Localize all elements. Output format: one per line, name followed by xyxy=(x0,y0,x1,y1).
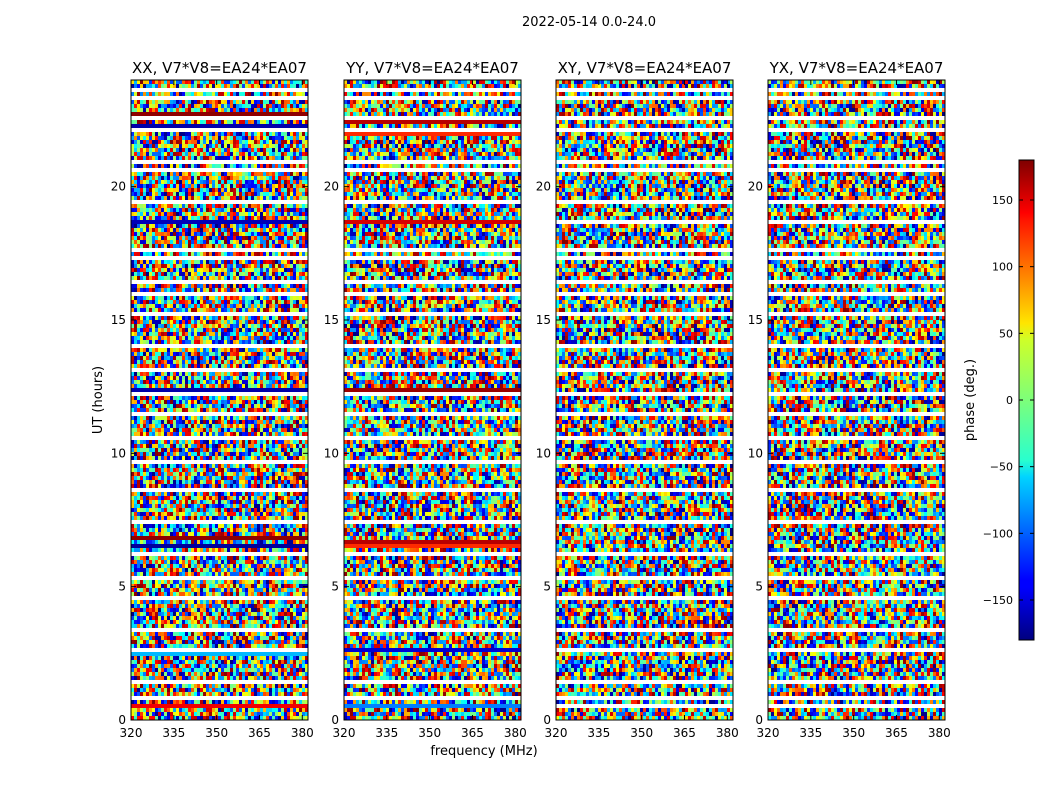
panel-title: XY, V7*V8=EA24*EA07 xyxy=(558,59,732,77)
x-tick-label: 365 xyxy=(673,726,696,740)
y-tick-label: 20 xyxy=(111,180,126,194)
y-tick-label: 15 xyxy=(748,313,763,327)
heatmap-image xyxy=(344,80,521,720)
plot-frame xyxy=(130,79,309,721)
x-tick-label: 320 xyxy=(545,726,568,740)
colorbar: −150 −100 −50 0 50 100 150 phase (deg.) xyxy=(963,159,1035,641)
panel-title: YY, V7*V8=EA24*EA07 xyxy=(345,59,519,77)
x-tick-label: 350 xyxy=(205,726,228,740)
x-tick-label: 380 xyxy=(928,726,951,740)
x-tick-label: 335 xyxy=(587,726,610,740)
heatmap-image xyxy=(131,80,308,720)
x-tick-label: 365 xyxy=(461,726,484,740)
y-tick-label: 0 xyxy=(118,713,126,727)
y-tick-label: 20 xyxy=(748,180,763,194)
y-tick-label: 15 xyxy=(536,313,551,327)
panel-xx: XX, V7*V8=EA24*EA07 320 335 350 365 380 0 5 10 15… xyxy=(111,59,314,740)
x-tick-label: 335 xyxy=(375,726,398,740)
x-tick-label: 350 xyxy=(418,726,441,740)
panels: XX, V7*V8=EA24*EA07 320 335 350 365 380 0 5 10 15… xyxy=(111,59,951,740)
colorbar-tick-label: 50 xyxy=(999,327,1013,340)
x-tick-label: 380 xyxy=(291,726,314,740)
y-tick-label: 0 xyxy=(543,713,551,727)
plot-frame xyxy=(767,79,946,721)
y-tick-label: 5 xyxy=(543,580,551,594)
heatmap-image xyxy=(768,80,945,720)
x-tick-label: 365 xyxy=(248,726,271,740)
panel-yy: YY, V7*V8=EA24*EA07 320 335 350 365 380 0 5 10 15… xyxy=(324,59,527,740)
y-tick-label: 10 xyxy=(324,446,339,460)
colorbar-tick-label: −50 xyxy=(990,461,1013,474)
y-tick-label: 15 xyxy=(324,313,339,327)
x-tick-label: 350 xyxy=(842,726,865,740)
plot-frame xyxy=(343,79,522,721)
figure-title: 2022-05-14 0.0-24.0 xyxy=(522,15,656,30)
panel-yx: YX, V7*V8=EA24*EA07 320 335 350 365 380 0 5 10 15… xyxy=(748,59,951,740)
y-tick-label: 5 xyxy=(118,580,126,594)
y-tick-label: 5 xyxy=(755,580,763,594)
y-tick-label: 15 xyxy=(111,313,126,327)
x-tick-label: 320 xyxy=(757,726,780,740)
x-axis-label: frequency (MHz) xyxy=(430,744,537,759)
plot-frame xyxy=(555,79,734,721)
x-tick-label: 380 xyxy=(716,726,739,740)
y-tick-label: 20 xyxy=(324,180,339,194)
x-tick-label: 320 xyxy=(120,726,143,740)
colorbar-label: phase (deg.) xyxy=(963,359,978,441)
y-tick-label: 10 xyxy=(536,446,551,460)
panel-title: XX, V7*V8=EA24*EA07 xyxy=(132,59,307,77)
colorbar-tick-label: 0 xyxy=(1006,394,1013,407)
x-tick-label: 380 xyxy=(504,726,527,740)
y-tick-label: 5 xyxy=(331,580,339,594)
x-tick-label: 335 xyxy=(799,726,822,740)
y-axis-label: UT (hours) xyxy=(91,366,106,434)
colorbar-tick-label: −150 xyxy=(983,594,1013,607)
colorbar-tick-label: −100 xyxy=(983,527,1013,540)
y-tick-label: 10 xyxy=(111,446,126,460)
colorbar-tick-label: 150 xyxy=(992,194,1013,207)
x-tick-label: 335 xyxy=(162,726,185,740)
panel-title: YX, V7*V8=EA24*EA07 xyxy=(769,59,944,77)
heatmap-image xyxy=(556,80,733,720)
y-tick-label: 20 xyxy=(536,180,551,194)
panel-xy: XY, V7*V8=EA24*EA07 320 335 350 365 380 0 5 10 15… xyxy=(536,59,739,740)
x-tick-label: 350 xyxy=(630,726,653,740)
y-tick-label: 10 xyxy=(748,446,763,460)
x-tick-label: 365 xyxy=(885,726,908,740)
colorbar-tick-label: 100 xyxy=(992,261,1013,274)
x-tick-label: 320 xyxy=(333,726,356,740)
y-tick-label: 0 xyxy=(331,713,339,727)
y-tick-label: 0 xyxy=(755,713,763,727)
